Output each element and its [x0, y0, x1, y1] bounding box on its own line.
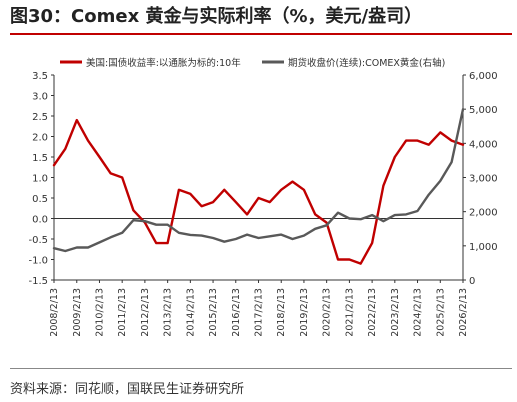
y-right-tick-label: 6,000 — [469, 71, 498, 82]
chart-axes: -1.5 -1.0 -0.5 0.0 0.5 1.0 1.5 2.0 2.5 3.0 3.5 0 1,0… — [28, 71, 497, 337]
x-tick-label: 2010/2/13 — [94, 288, 105, 337]
y-left-tick-label: 0.0 — [32, 215, 48, 226]
x-tick-label: 2020/2/13 — [322, 288, 333, 337]
x-tick-label: 2009/2/13 — [72, 288, 83, 337]
x-tick-label: 2023/2/13 — [390, 288, 401, 337]
x-tick-label: 2019/2/13 — [299, 288, 310, 337]
y-left-tick-label: -0.5 — [28, 235, 48, 246]
y-left-tick-label: 2.0 — [32, 133, 48, 144]
y-left-tick-label: 1.5 — [32, 153, 48, 164]
y-right-tick-label: 1,000 — [469, 242, 498, 253]
x-tick-label: 2021/2/13 — [344, 288, 355, 337]
y-right-tick-label: 0 — [469, 276, 475, 287]
x-tick-label: 2013/2/13 — [163, 288, 174, 337]
real-rate-series-line — [52, 118, 465, 265]
gold-price-series-line — [52, 107, 465, 253]
figure-title: 图30：Comex 黄金与实际利率（%，美元/盎司） — [10, 6, 423, 27]
y-left-tick-label: -1.5 — [28, 276, 48, 287]
x-tick-label: 2026/2/13 — [458, 288, 469, 337]
y-right-tick-label: 2,000 — [469, 208, 498, 219]
x-tick-label: 2008/2/13 — [49, 288, 60, 337]
x-tick-label: 2016/2/13 — [231, 288, 242, 337]
source-divider — [10, 368, 512, 369]
legend-label-real-rate: 美国:国债收益率:以通胀为标的:10年 — [86, 57, 241, 69]
x-tick-label: 2015/2/13 — [208, 288, 219, 337]
legend-label-gold-price: 期货收盘价(连续):COMEX黄金(右轴) — [288, 57, 445, 69]
y-left-tick-label: 3.5 — [32, 71, 48, 82]
figure-source: 资料来源：同花顺，国联民生证券研究所 — [10, 382, 245, 397]
x-tick-label: 2024/2/13 — [413, 288, 424, 337]
y-left-tick-label: 0.5 — [32, 194, 48, 205]
title-divider — [10, 33, 512, 35]
y-right-tick-label: 3,000 — [469, 174, 498, 185]
x-tick-label: 2014/2/13 — [185, 288, 196, 337]
x-tick-label: 2017/2/13 — [254, 288, 265, 337]
y-right-tick-label: 4,000 — [469, 139, 498, 150]
y-left-tick-label: 1.0 — [32, 174, 48, 185]
y-right-tick-label: 5,000 — [469, 105, 498, 116]
y-left-tick-label: -1.0 — [28, 256, 48, 267]
y-left-tick-label: 3.0 — [32, 92, 48, 103]
x-tick-label: 2022/2/13 — [367, 288, 378, 337]
x-tick-label: 2025/2/13 — [435, 288, 446, 337]
x-tick-label: 2018/2/13 — [276, 288, 287, 337]
x-tick-label: 2012/2/13 — [140, 288, 151, 337]
chart-series — [52, 107, 465, 265]
chart-legend: 美国:国债收益率:以通胀为标的:10年 期货收盘价(连续):COMEX黄金(右轴) — [60, 57, 445, 69]
x-tick-label: 2011/2/13 — [117, 288, 128, 337]
y-left-tick-label: 2.5 — [32, 112, 48, 123]
